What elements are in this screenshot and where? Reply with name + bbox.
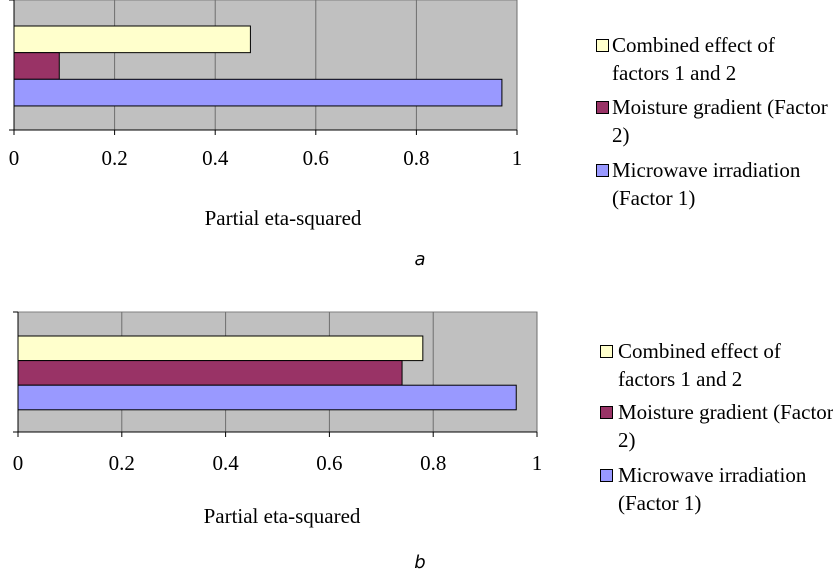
bar: [17, 384, 517, 411]
legend-swatch: [596, 101, 609, 114]
x-tick-label: 0.4: [202, 146, 229, 170]
x-tick-label: 0.2: [109, 451, 135, 475]
x-tick-label: 0.6: [303, 146, 329, 170]
bar: [13, 78, 503, 107]
legend-label: Microwave irradiation (Factor 1): [612, 158, 801, 210]
legend-label: Combined effect of factors 1 and 2: [618, 339, 781, 391]
bar: [13, 52, 60, 80]
x-tick-label: 0: [13, 451, 24, 475]
legend-label: Combined effect of factors 1 and 2: [612, 33, 775, 85]
x-tick-label: 0.2: [101, 146, 127, 170]
x-tick-label: 1: [532, 451, 543, 475]
x-tick-label: 0: [9, 146, 20, 170]
legend-swatch: [596, 39, 609, 52]
bar: [17, 360, 403, 386]
x-tick-label: 0.4: [212, 451, 239, 475]
caption: a: [414, 249, 425, 270]
legend-label: Moisture gradient (Factor 2): [618, 400, 833, 452]
x-tick-label: 0.8: [403, 146, 429, 170]
caption: b: [414, 552, 425, 571]
legend-swatch: [600, 406, 613, 419]
bar: [13, 25, 251, 54]
legend-swatch: [600, 469, 613, 482]
legend-swatch: [600, 345, 613, 358]
legend-label: Microwave irradiation (Factor 1): [618, 463, 807, 515]
bar: [17, 335, 424, 362]
legend-label: Moisture gradient (Factor 2): [612, 95, 828, 147]
x-tick-label: 0.6: [316, 451, 342, 475]
x-tick-label: 0.8: [420, 451, 446, 475]
x-axis-title: Partial eta-squared: [204, 504, 361, 528]
plot-area: [13, 0, 518, 131]
x-axis-title: Partial eta-squared: [205, 206, 362, 230]
legend-swatch: [596, 164, 609, 177]
x-tick-label: 1: [512, 146, 523, 170]
